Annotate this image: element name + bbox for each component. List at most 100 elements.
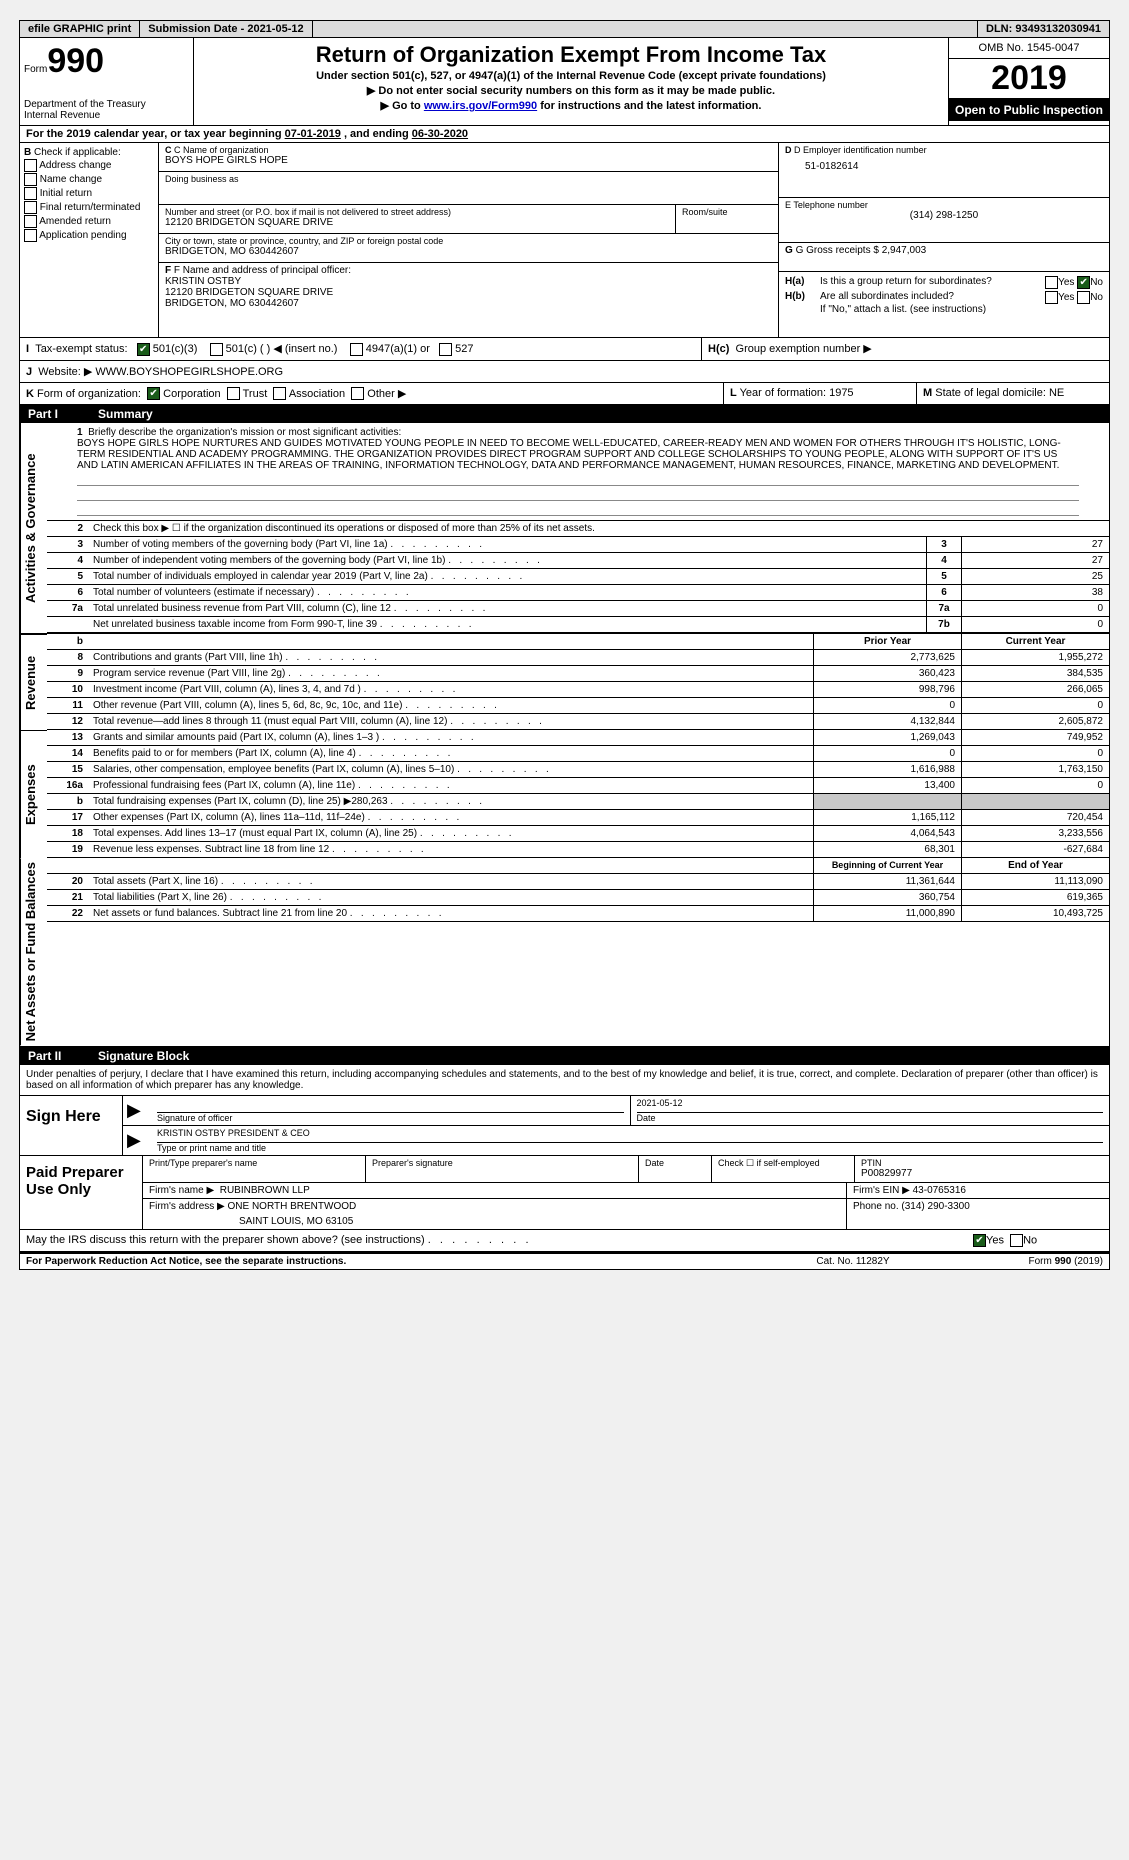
net-assets-label: Net Assets or Fund Balances: [20, 858, 47, 1045]
sign-here-label: Sign Here: [20, 1096, 123, 1155]
page-footer: For Paperwork Reduction Act Notice, see …: [20, 1253, 1109, 1269]
governance-label: Activities & Governance: [20, 423, 47, 633]
gross-cell: G G Gross receipts $ 2,947,003: [779, 243, 1109, 272]
summary-line: 17Other expenses (Part IX, column (A), l…: [47, 810, 1109, 826]
summary-line: bTotal fundraising expenses (Part IX, co…: [47, 794, 1109, 810]
summary-line: 18Total expenses. Add lines 13–17 (must …: [47, 826, 1109, 842]
summary-line: 9Program service revenue (Part VIII, lin…: [47, 666, 1109, 682]
tax-year: 2019: [949, 59, 1109, 99]
form-number: 990: [47, 42, 104, 80]
dept-treasury: Department of the Treasury Internal Reve…: [24, 99, 189, 121]
dln: DLN: 93493132030941: [977, 21, 1109, 37]
section-k: K Form of organization: ✔ Corporation Tr…: [20, 383, 723, 405]
501c-checkbox[interactable]: [210, 343, 223, 356]
summary-line: 10Investment income (Part VIII, column (…: [47, 682, 1109, 698]
paid-preparer-section: Paid Preparer Use Only Print/Type prepar…: [20, 1156, 1109, 1230]
city-cell: City or town, state or province, country…: [159, 234, 778, 263]
part-2-header: Part II Signature Block: [20, 1047, 1109, 1065]
irs-link[interactable]: www.irs.gov/Form990: [424, 100, 537, 112]
501c3-checkbox[interactable]: ✔: [137, 343, 150, 356]
corp-checkbox[interactable]: ✔: [147, 387, 160, 400]
discuss-yes-checkbox[interactable]: ✔: [973, 1234, 986, 1247]
main-info-grid: B Check if applicable: Address change Na…: [20, 143, 1109, 338]
part-1-header: Part I Summary: [20, 405, 1109, 423]
form-990-page: efile GRAPHIC print Submission Date - 20…: [19, 20, 1110, 1270]
form-title: Return of Organization Exempt From Incom…: [198, 42, 944, 68]
officer-cell: F F Name and address of principal office…: [159, 263, 778, 337]
hb-yes-checkbox[interactable]: [1045, 291, 1058, 304]
sign-here-section: Sign Here ▶ Signature of officer 2021-05…: [20, 1096, 1109, 1156]
header-mid: Return of Organization Exempt From Incom…: [194, 38, 948, 125]
ha-no-checkbox[interactable]: ✔: [1077, 276, 1090, 289]
revenue-label: Revenue: [20, 634, 47, 730]
assoc-checkbox[interactable]: [273, 387, 286, 400]
discuss-no-checkbox[interactable]: [1010, 1234, 1023, 1247]
hb-no-checkbox[interactable]: [1077, 291, 1090, 304]
top-bar: efile GRAPHIC print Submission Date - 20…: [20, 21, 1109, 38]
summary-line: 15Salaries, other compensation, employee…: [47, 762, 1109, 778]
column-headers-rev: b Prior Year Current Year: [47, 634, 1109, 650]
paid-preparer-label: Paid Preparer Use Only: [20, 1156, 142, 1229]
4947-checkbox[interactable]: [350, 343, 363, 356]
section-b: B Check if applicable: Address change Na…: [20, 143, 159, 337]
org-name: BOYS HOPE GIRLS HOPE: [165, 155, 772, 166]
perjury-statement: Under penalties of perjury, I declare th…: [20, 1065, 1109, 1096]
efile-label: efile GRAPHIC print: [20, 21, 140, 37]
org-name-cell: C C Name of organization BOYS HOPE GIRLS…: [159, 143, 778, 172]
527-checkbox[interactable]: [439, 343, 452, 356]
expenses-label: Expenses: [20, 730, 47, 858]
section-i: I Tax-exempt status: ✔ 501(c)(3) 501(c) …: [20, 338, 702, 360]
checkbox-option[interactable]: Amended return: [24, 215, 154, 228]
section-c-f: C C Name of organization BOYS HOPE GIRLS…: [159, 143, 778, 337]
arrow-icon: ▶: [123, 1126, 151, 1155]
line-2: 2 Check this box ▶ ☐ if the organization…: [47, 521, 1109, 537]
street-cell: Number and street (or P.O. box if mail i…: [159, 205, 675, 233]
summary-line: 16aProfessional fundraising fees (Part I…: [47, 778, 1109, 794]
section-j: J Website: ▶ WWW.BOYSHOPEGIRLSHOPE.ORG: [20, 361, 1109, 383]
section-m: M State of legal domicile: NE: [916, 383, 1109, 405]
section-hc: H(c) Group exemption number ▶: [702, 338, 1109, 360]
room-cell: Room/suite: [675, 205, 778, 233]
instructions-link-row: ▶ Go to www.irs.gov/Form990 for instruct…: [198, 99, 944, 112]
checkbox-option[interactable]: Address change: [24, 159, 154, 172]
header-right: OMB No. 1545-0047 2019 Open to Public In…: [948, 38, 1109, 125]
summary-line: 21Total liabilities (Part X, line 26)360…: [47, 890, 1109, 906]
irs-discuss-row: May the IRS discuss this return with the…: [20, 1230, 1109, 1253]
summary-line: 5Total number of individuals employed in…: [47, 569, 1109, 585]
website-url: WWW.BOYSHOPEGIRLSHOPE.ORG: [95, 366, 283, 378]
form-header: Form990 Department of the Treasury Inter…: [20, 38, 1109, 126]
phone-cell: E Telephone number (314) 298-1250: [779, 198, 1109, 243]
trust-checkbox[interactable]: [227, 387, 240, 400]
ha-yes-checkbox[interactable]: [1045, 276, 1058, 289]
section-k-l-m: K Form of organization: ✔ Corporation Tr…: [20, 383, 1109, 406]
summary-line: 7aTotal unrelated business revenue from …: [47, 601, 1109, 617]
submission-date: Submission Date - 2021-05-12: [140, 21, 312, 37]
arrow-icon: ▶: [123, 1096, 151, 1125]
section-l: L Year of formation: 1975: [723, 383, 916, 405]
checkbox-option[interactable]: Initial return: [24, 187, 154, 200]
mission-text: BOYS HOPE GIRLS HOPE NURTURES AND GUIDES…: [77, 438, 1079, 471]
summary-line: Net unrelated business taxable income fr…: [47, 617, 1109, 633]
column-headers-net: Beginning of Current Year End of Year: [47, 858, 1109, 874]
summary-line: 19Revenue less expenses. Subtract line 1…: [47, 842, 1109, 858]
other-checkbox[interactable]: [351, 387, 364, 400]
summary-line: 14Benefits paid to or for members (Part …: [47, 746, 1109, 762]
mission-box: 1 Briefly describe the organization's mi…: [47, 423, 1109, 521]
summary-line: 22Net assets or fund balances. Subtract …: [47, 906, 1109, 922]
tax-exempt-row: I Tax-exempt status: ✔ 501(c)(3) 501(c) …: [20, 338, 1109, 361]
open-to-public: Open to Public Inspection: [949, 99, 1109, 121]
section-d-h: D D Employer identification number 51-01…: [778, 143, 1109, 337]
summary-line: 3Number of voting members of the governi…: [47, 537, 1109, 553]
dba-cell: Doing business as: [159, 172, 778, 205]
summary-line: 6Total number of volunteers (estimate if…: [47, 585, 1109, 601]
summary-line: 11Other revenue (Part VIII, column (A), …: [47, 698, 1109, 714]
checkbox-option[interactable]: Application pending: [24, 229, 154, 242]
section-a: For the 2019 calendar year, or tax year …: [20, 126, 1109, 143]
ein-cell: D D Employer identification number 51-01…: [779, 143, 1109, 198]
checkbox-option[interactable]: Final return/terminated: [24, 201, 154, 214]
checkbox-option[interactable]: Name change: [24, 173, 154, 186]
governance-section: Activities & Governance 1 Briefly descri…: [20, 423, 1109, 634]
summary-line: 13Grants and similar amounts paid (Part …: [47, 730, 1109, 746]
omb-number: OMB No. 1545-0047: [949, 38, 1109, 59]
summary-line: 4Number of independent voting members of…: [47, 553, 1109, 569]
